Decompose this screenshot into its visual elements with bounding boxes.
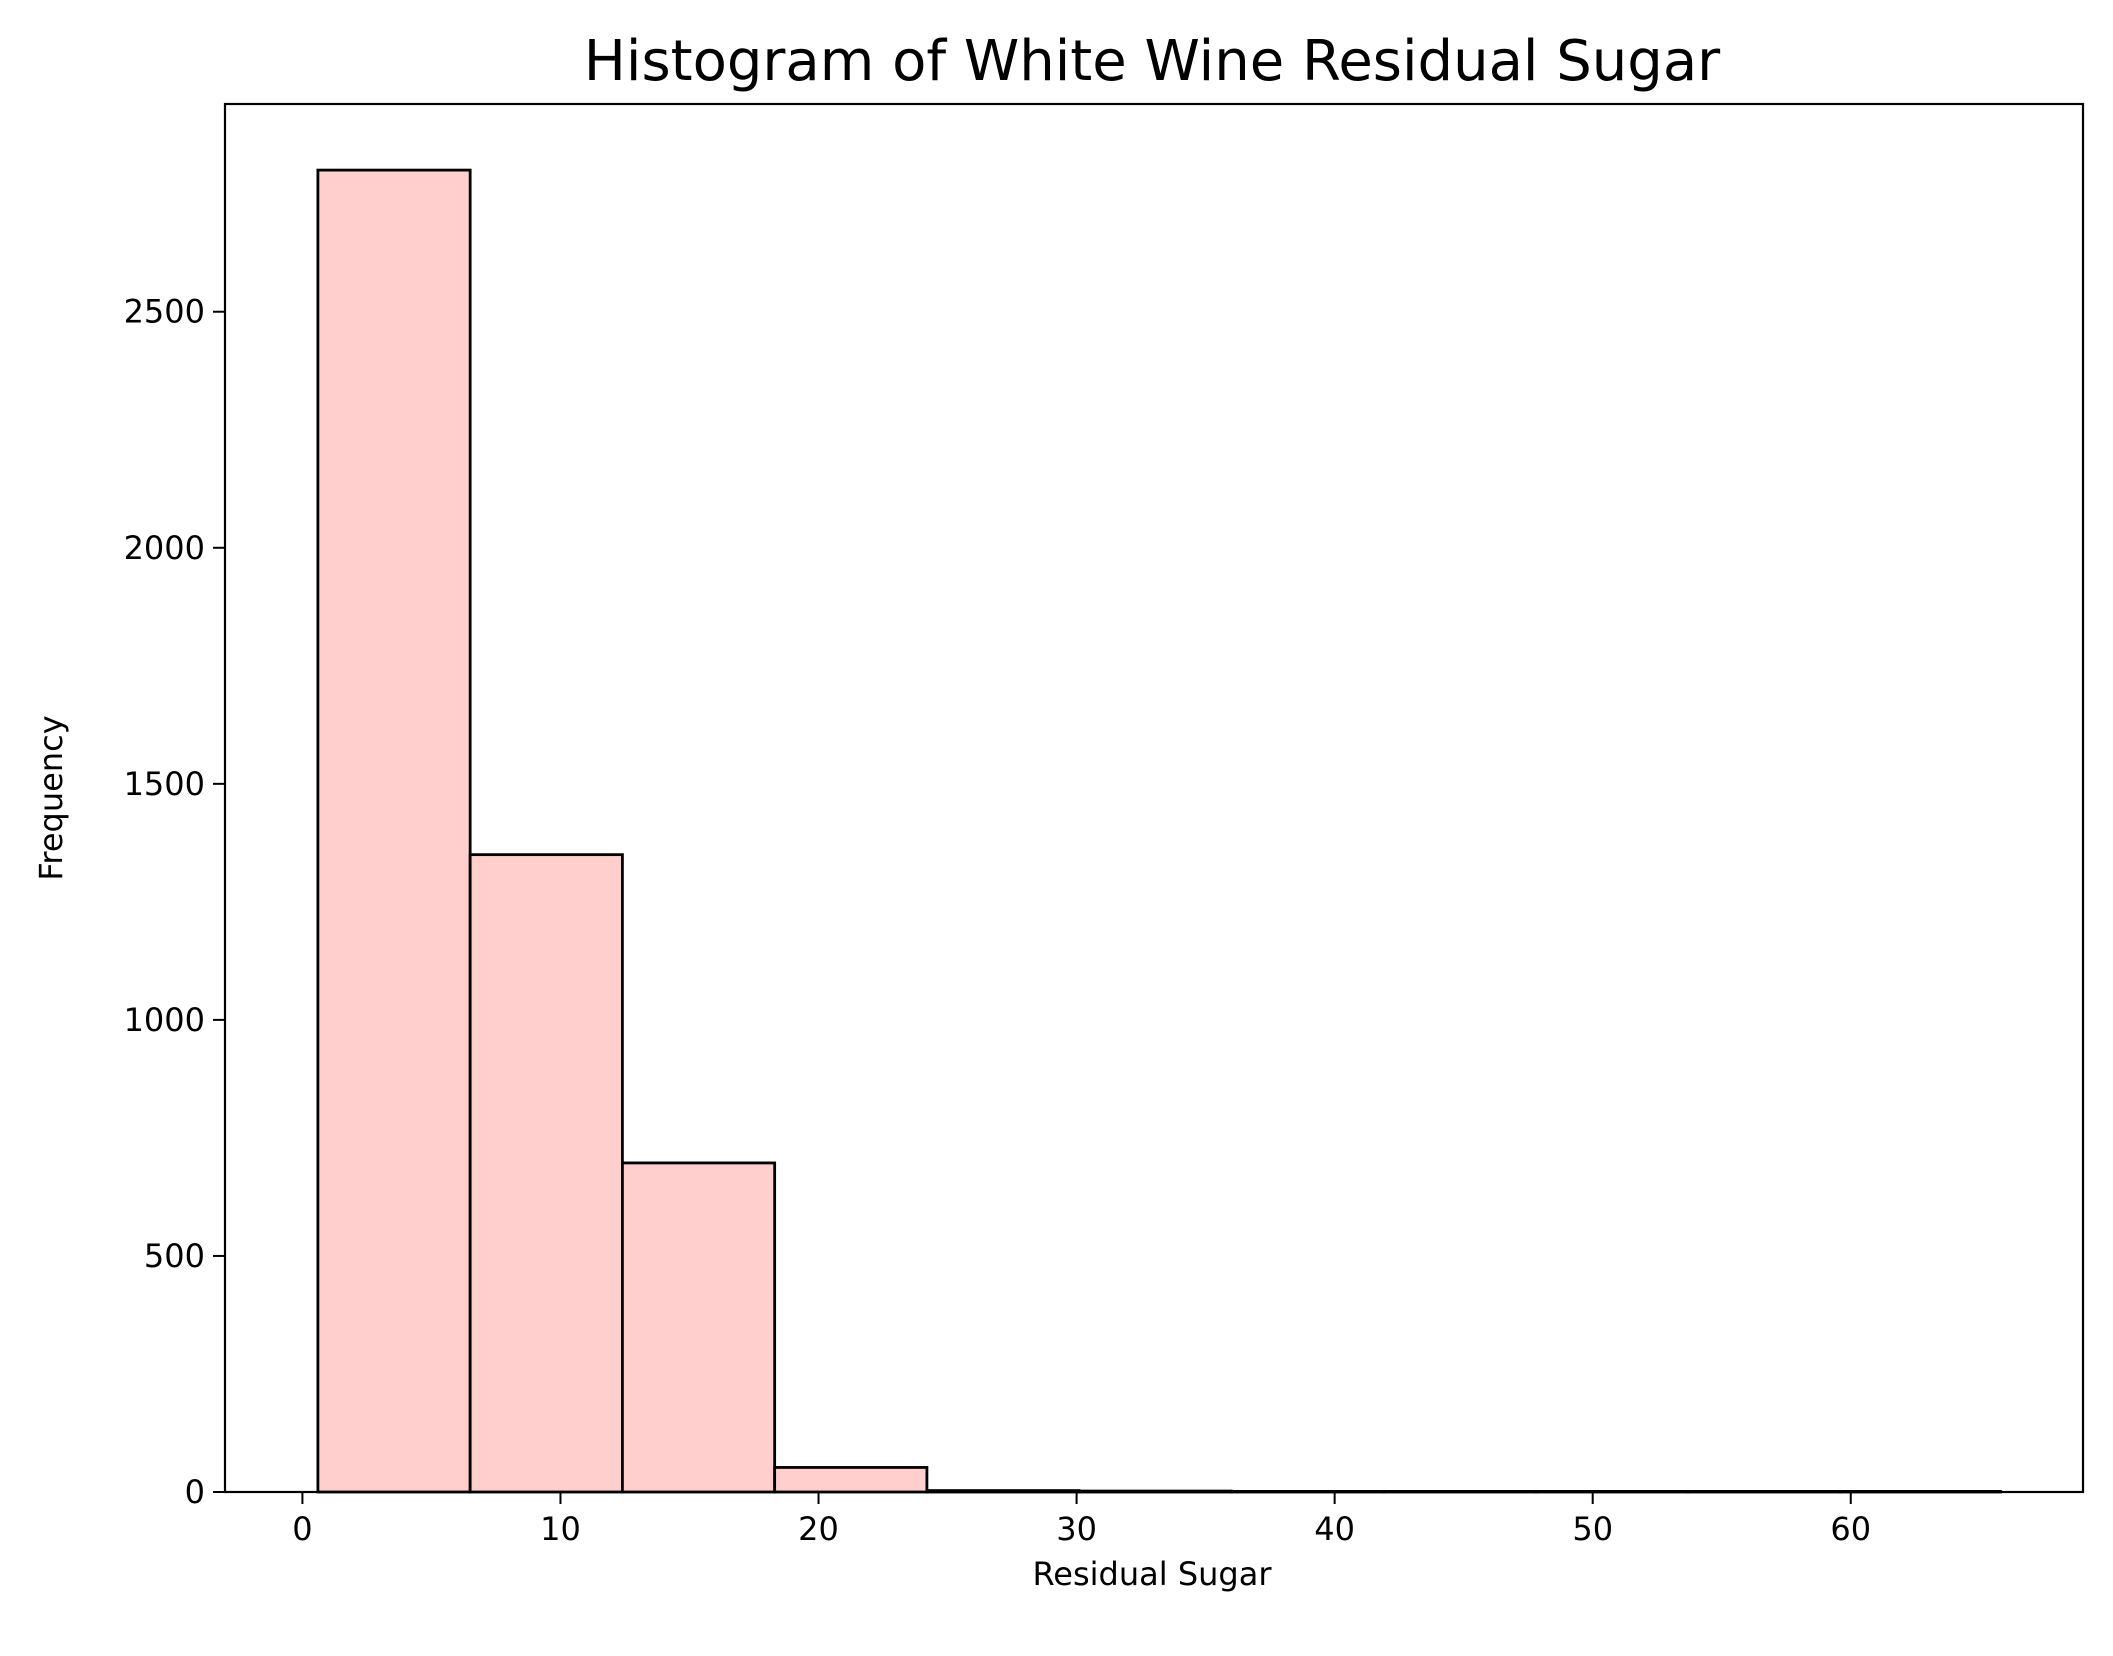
y-tick-label: 1000 bbox=[124, 1001, 205, 1039]
y-tick-label: 0 bbox=[185, 1473, 205, 1511]
histogram-bar-1 bbox=[316, 168, 472, 1494]
y-tick-label: 2500 bbox=[124, 293, 205, 331]
x-tick-label: 20 bbox=[798, 1510, 839, 1548]
bars-group bbox=[316, 168, 2002, 1494]
x-tick-label: 30 bbox=[1056, 1510, 1097, 1548]
histogram-bar-3 bbox=[621, 1161, 777, 1494]
x-tick-label: 40 bbox=[1314, 1510, 1355, 1548]
y-axis-ticks: 0 500 1000 1500 2000 2500 bbox=[124, 293, 225, 1511]
y-tick-label: 500 bbox=[144, 1237, 205, 1275]
plot-frame bbox=[223, 102, 2085, 1494]
x-tick-label: 60 bbox=[1830, 1510, 1871, 1548]
y-tick-label: 1500 bbox=[124, 765, 205, 803]
x-tick-label: 0 bbox=[292, 1510, 312, 1548]
x-tick-label: 50 bbox=[1572, 1510, 1613, 1548]
y-tick-label: 2000 bbox=[124, 529, 205, 567]
x-axis-label: Residual Sugar bbox=[1033, 1555, 1273, 1593]
x-tick-label: 10 bbox=[540, 1510, 581, 1548]
histogram-bar-4 bbox=[773, 1466, 929, 1494]
chart-title: Histogram of White Wine Residual Sugar bbox=[584, 29, 1721, 94]
y-axis-label: Frequency bbox=[32, 715, 70, 880]
histogram-bar-2 bbox=[468, 853, 624, 1494]
x-axis-ticks: 0 10 20 30 40 50 60 bbox=[292, 1492, 1871, 1548]
